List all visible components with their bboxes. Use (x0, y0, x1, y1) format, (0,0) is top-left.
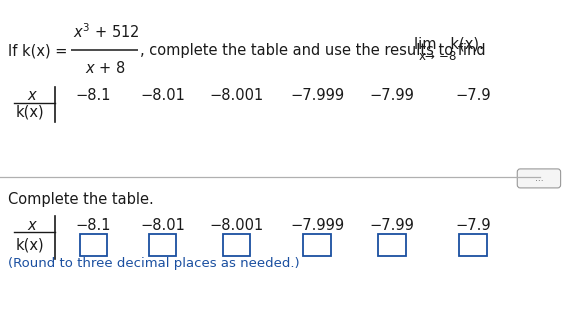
Text: , complete the table and use the results to find: , complete the table and use the results… (140, 44, 485, 58)
Text: x→ $-$8: x→ $-$8 (418, 51, 457, 63)
Text: k(x): k(x) (15, 238, 44, 253)
Bar (223, 235, 250, 257)
Bar (149, 235, 177, 257)
Text: −8.1: −8.1 (76, 89, 111, 104)
Text: −7.9: −7.9 (455, 89, 491, 104)
Bar (459, 235, 487, 257)
Text: Complete the table.: Complete the table. (8, 192, 153, 207)
Bar (304, 235, 331, 257)
Text: k(x): k(x) (15, 105, 44, 120)
Text: −7.999: −7.999 (290, 89, 344, 104)
Text: −8.01: −8.01 (140, 218, 185, 233)
Text: −8.1: −8.1 (76, 218, 111, 233)
Text: −8.001: −8.001 (209, 218, 264, 233)
Text: (Round to three decimal places as needed.): (Round to three decimal places as needed… (8, 257, 299, 270)
FancyBboxPatch shape (517, 169, 561, 188)
Text: −7.99: −7.99 (370, 89, 414, 104)
Text: $\mathit{x}^3$ + 512: $\mathit{x}^3$ + 512 (73, 22, 140, 41)
Text: −8.01: −8.01 (140, 89, 185, 104)
Text: $\mathit{x}$ + 8: $\mathit{x}$ + 8 (85, 60, 126, 76)
Text: x: x (27, 89, 36, 104)
Text: −7.9: −7.9 (455, 218, 491, 233)
Text: lim   k(x).: lim k(x). (414, 36, 484, 51)
Text: −8.001: −8.001 (209, 89, 264, 104)
Text: −7.99: −7.99 (370, 218, 414, 233)
Bar (80, 235, 107, 257)
Text: ...: ... (535, 174, 544, 183)
Text: If k(x) =: If k(x) = (8, 44, 72, 58)
Bar (379, 235, 406, 257)
Text: x: x (27, 218, 36, 233)
Text: −7.999: −7.999 (290, 218, 344, 233)
